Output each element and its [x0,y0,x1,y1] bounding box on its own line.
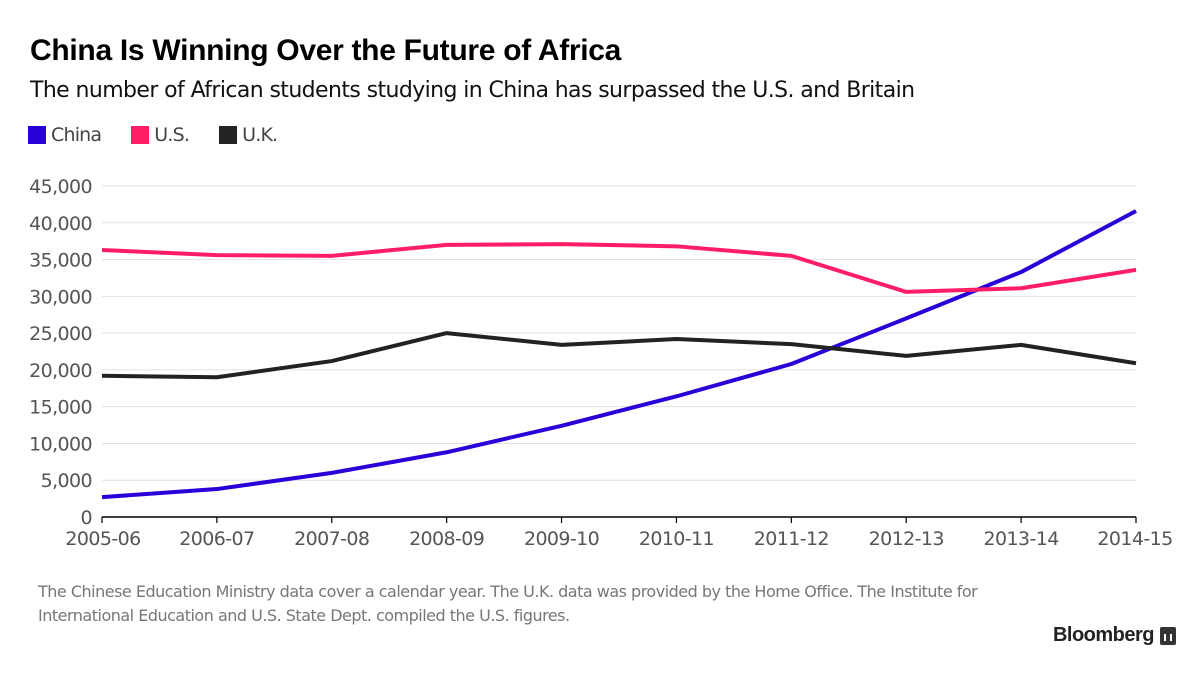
chart-subtitle: The number of African students studying … [30,78,915,103]
y-tick-label: 40,000 [29,213,92,235]
x-tick-label: 2011-12 [754,528,829,550]
x-tick-label: 2014-15 [1097,528,1172,550]
series-line-china [101,209,1137,500]
legend-swatch-uk [219,126,238,144]
x-tick-label: 2005-06 [65,528,140,550]
x-tick-label: 2010-11 [639,528,714,550]
y-tick-label: 5,000 [41,470,92,492]
series-line-us [101,242,1137,294]
y-tick-label: 20,000 [29,360,92,382]
y-tick-label: 25,000 [29,323,92,345]
x-axis: 2005-06 2006-07 2007-08 2008-09 2009-10 2010-… [65,516,1173,550]
legend-item-uk: U.K. [219,124,278,146]
y-tick-label: 0 [81,507,93,529]
y-tick-label: 45,000 [29,176,92,198]
y-tick-label: 15,000 [29,397,92,419]
legend-label-us: U.S. [154,124,190,146]
legend-label-uk: U.K. [242,124,278,146]
y-tick-label: 30,000 [29,286,92,308]
chart-title: China Is Winning Over the Future of Afri… [30,34,622,67]
brand-name: Bloomberg [1052,624,1155,646]
x-tick-label: 2006-07 [179,528,254,550]
y-axis: 0 5,000 10,000 15,000 20,000 25,000 30,000 35,0… [29,176,92,529]
x-tick-label: 2009-10 [524,528,599,550]
legend-swatch-china [28,126,46,144]
legend-swatch-us [131,126,150,144]
x-tick-label: 2012-13 [869,528,944,550]
legend-label-china: China [51,124,102,146]
footnote: The Chinese Education Ministry data cove… [38,582,978,625]
y-tick-label: 35,000 [29,250,92,272]
series-lines [101,209,1137,500]
legend: China U.S. U.K. [28,124,278,146]
gridlines [102,185,1136,481]
x-tick-label: 2007-08 [294,528,369,550]
x-tick-label: 2008-09 [409,528,484,550]
series-line-uk [101,331,1137,380]
legend-item-us: U.S. [131,124,190,146]
legend-item-china: China [28,124,102,146]
x-tick-label: 2013-14 [984,528,1060,550]
bloomberg-logo: Bloomberg [1053,624,1176,647]
bloomberg-chart-icon [1160,626,1176,645]
y-tick-label: 10,000 [29,433,92,455]
